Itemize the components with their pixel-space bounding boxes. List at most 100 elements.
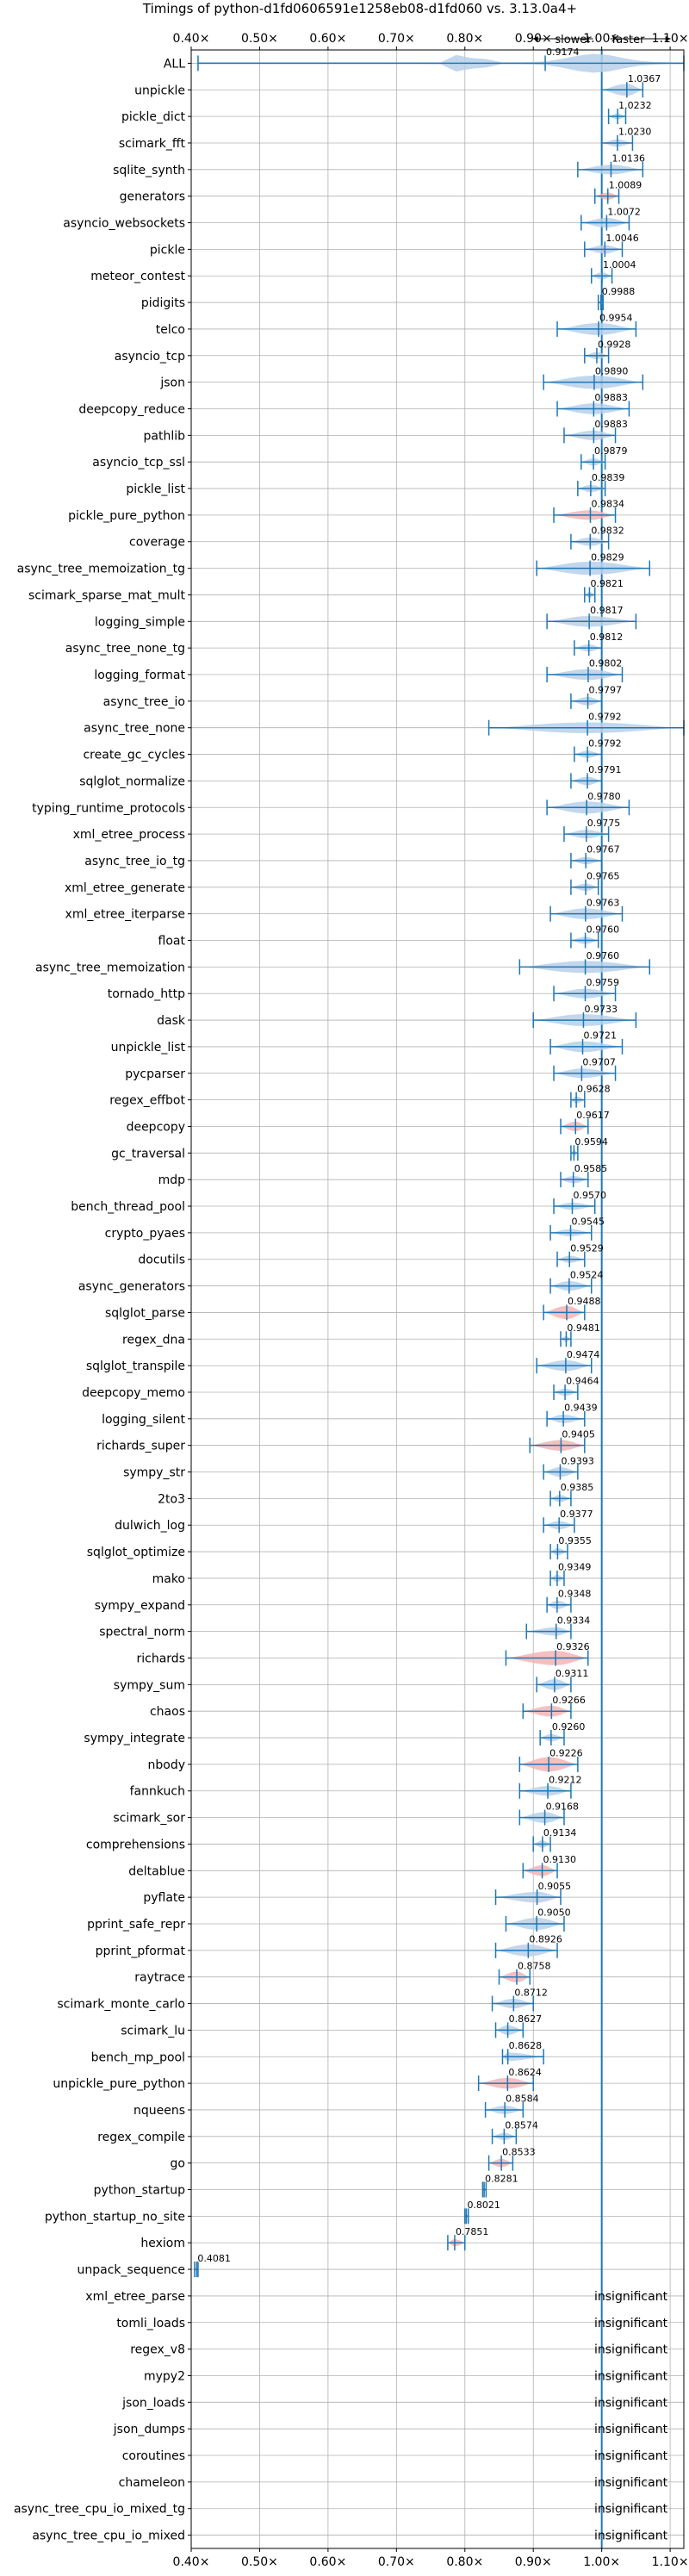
benchmark-label: coroutines bbox=[122, 2449, 185, 2463]
benchmark-label: logging_format bbox=[94, 669, 185, 682]
benchmark-label: tomli_loads bbox=[116, 2317, 185, 2330]
benchmark-label: go bbox=[171, 2157, 185, 2171]
insignificant-label: insignificant bbox=[594, 2396, 668, 2410]
benchmark-label: 2to3 bbox=[158, 1492, 185, 1506]
benchmark-label: pickle_list bbox=[126, 482, 185, 496]
value-label: 0.9792 bbox=[588, 711, 622, 722]
value-label: 0.9812 bbox=[590, 632, 624, 643]
benchmark-label: pidigits bbox=[141, 296, 185, 310]
benchmark-label: xml_etree_generate bbox=[65, 881, 185, 895]
value-label: 0.9797 bbox=[589, 685, 623, 696]
benchmark-label: asyncio_websockets bbox=[63, 217, 185, 231]
x-tick-label-bottom: 0.50× bbox=[241, 2555, 278, 2569]
value-label: 0.9883 bbox=[594, 419, 628, 430]
value-label: 0.9760 bbox=[587, 924, 620, 935]
x-tick-label-bottom: 0.80× bbox=[446, 2555, 483, 2569]
benchmark-label: python_startup_no_site bbox=[45, 2210, 185, 2224]
benchmark-label: asyncio_tcp_ssl bbox=[92, 456, 185, 470]
benchmark-label: logging_silent bbox=[102, 1413, 185, 1427]
value-label: 0.9481 bbox=[567, 1322, 600, 1334]
value-label: 0.9311 bbox=[556, 1668, 589, 1679]
benchmark-label: typing_runtime_protocols bbox=[32, 801, 185, 815]
benchmark-label: scimark_sparse_mat_mult bbox=[28, 588, 185, 602]
benchmark-label: sympy_expand bbox=[95, 1599, 185, 1613]
value-label: 0.9759 bbox=[587, 977, 620, 988]
benchmark-label: async_tree_cpu_io_mixed_tg bbox=[14, 2503, 185, 2517]
value-label: 1.0136 bbox=[611, 153, 645, 165]
x-tick-label-bottom: 0.90× bbox=[515, 2555, 552, 2569]
value-label: 0.9266 bbox=[552, 1695, 586, 1706]
benchmark-label: scimark_fft bbox=[119, 137, 186, 151]
value-label: 0.9821 bbox=[590, 578, 624, 589]
value-label: 0.9545 bbox=[572, 1216, 605, 1228]
insignificant-label: insignificant bbox=[594, 2423, 668, 2436]
value-label: 0.9439 bbox=[564, 1403, 598, 1414]
value-label: 0.9617 bbox=[576, 1110, 610, 1121]
benchmark-label: ALL bbox=[164, 57, 185, 71]
marks-layer bbox=[194, 50, 685, 2548]
x-tick-label-top: 0.50× bbox=[241, 32, 278, 46]
benchmark-label: spectral_norm bbox=[99, 1626, 185, 1640]
benchmark-label: json_dumps bbox=[113, 2423, 185, 2436]
faster-label: faster bbox=[612, 34, 645, 47]
x-tick-label-bottom: 0.70× bbox=[378, 2555, 415, 2569]
benchmark-label: asyncio_tcp bbox=[115, 350, 185, 364]
value-label: 0.8624 bbox=[508, 2067, 542, 2078]
benchmark-label: gc_traversal bbox=[111, 1147, 185, 1160]
value-label: 0.8584 bbox=[506, 2094, 539, 2105]
value-label: 0.9829 bbox=[591, 551, 624, 563]
chart-title: Timings of python-d1fd0606591e1258eb08-d… bbox=[142, 1, 577, 16]
slower-label: slower bbox=[555, 34, 592, 47]
benchmark-label: pprint_safe_repr bbox=[87, 1918, 185, 1932]
value-label: 0.9883 bbox=[594, 392, 628, 403]
value-label: 0.9168 bbox=[546, 1801, 580, 1812]
benchmark-label: json_loads bbox=[121, 2396, 185, 2410]
benchmark-label: scimark_monte_carlo bbox=[57, 1998, 185, 2012]
benchmark-label: sympy_str bbox=[123, 1466, 185, 1480]
value-label: 0.9464 bbox=[566, 1376, 599, 1387]
value-label: 1.0046 bbox=[605, 233, 639, 244]
x-tick-label-bottom: 1.10× bbox=[652, 2555, 689, 2569]
value-label: 0.9988 bbox=[602, 286, 636, 297]
value-label: 0.9524 bbox=[570, 1269, 604, 1280]
value-label: 0.9817 bbox=[590, 605, 624, 616]
value-label: 1.0072 bbox=[607, 206, 641, 217]
value-label: 0.9760 bbox=[587, 950, 620, 961]
value-label: 0.9780 bbox=[587, 791, 621, 802]
value-label: 0.4081 bbox=[197, 2253, 231, 2264]
value-label: 0.9334 bbox=[557, 1615, 591, 1626]
benchmark-label: chaos bbox=[150, 1705, 185, 1719]
benchmark-label: xml_etree_parse bbox=[85, 2290, 185, 2304]
insignificant-label: insignificant bbox=[594, 2529, 668, 2543]
benchmark-label: regex_dna bbox=[122, 1333, 185, 1347]
benchmark-label: dask bbox=[157, 1014, 186, 1028]
value-label: 0.8627 bbox=[509, 2013, 543, 2025]
benchmark-label: create_gc_cycles bbox=[83, 749, 185, 762]
benchmark-label: logging_simple bbox=[95, 615, 185, 629]
benchmark-label: async_tree_io bbox=[103, 695, 185, 709]
value-label: 0.9405 bbox=[562, 1428, 595, 1440]
value-label: 0.9130 bbox=[543, 1854, 577, 1865]
benchmark-label: deepcopy_memo bbox=[82, 1386, 185, 1400]
value-label: 0.9349 bbox=[558, 1562, 592, 1573]
benchmark-label: hexiom bbox=[140, 2237, 185, 2250]
insignificant-label: insignificant bbox=[594, 2317, 668, 2330]
benchmark-label: sqlglot_transpile bbox=[86, 1360, 185, 1373]
value-label: 0.8712 bbox=[514, 1987, 548, 1998]
value-label: 0.9775 bbox=[587, 818, 621, 829]
value-label: 1.0089 bbox=[609, 179, 642, 190]
benchmark-label: richards_super bbox=[96, 1440, 185, 1453]
value-label: 0.9174 bbox=[546, 47, 580, 58]
benchmark-label: unpack_sequence bbox=[78, 2263, 185, 2277]
x-tick-label-top: 0.60× bbox=[309, 32, 346, 46]
value-label: 0.9594 bbox=[574, 1136, 608, 1148]
benchmark-label: fannkuch bbox=[130, 1785, 185, 1799]
benchmark-label: sympy_integrate bbox=[84, 1732, 185, 1745]
value-label: 0.9767 bbox=[587, 844, 620, 856]
benchmark-label: unpickle bbox=[134, 84, 185, 97]
benchmark-label: generators bbox=[120, 190, 185, 204]
benchmark-label: unpickle_list bbox=[111, 1041, 186, 1055]
benchmark-label: pickle_dict bbox=[121, 110, 186, 124]
benchmark-label: tornado_http bbox=[108, 987, 185, 1001]
benchmark-label: sqlglot_optimize bbox=[87, 1546, 185, 1559]
